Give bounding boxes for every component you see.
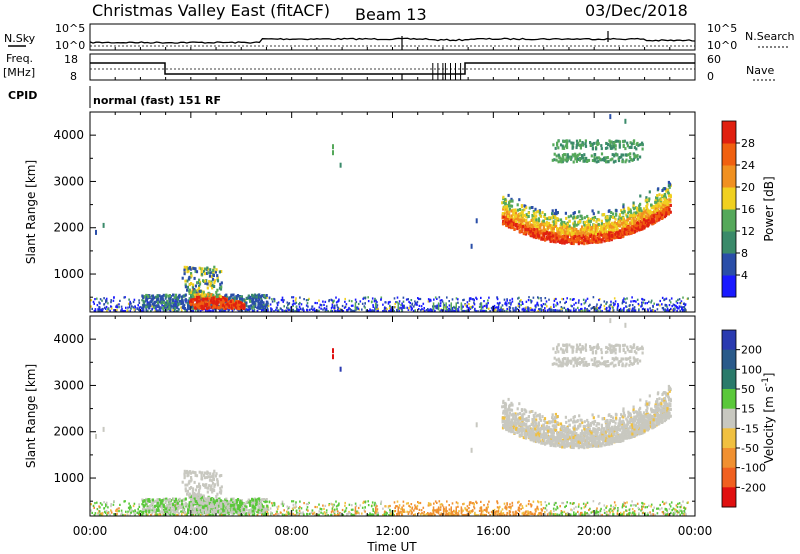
power-colorbar-tick: 12 <box>741 225 755 238</box>
y-tick-label: 2000 <box>53 425 84 439</box>
noise-tick-right-bottom: 10^0 <box>707 39 737 52</box>
velocity-colorbar-tick: -15 <box>741 422 759 435</box>
cpid-label: CPID <box>8 89 37 102</box>
x-tick-label: 08:00 <box>274 524 309 538</box>
y-tick-label: 4000 <box>53 128 84 142</box>
velocity-colorbar-swatch <box>722 389 736 410</box>
power-colorbar-swatch <box>722 253 736 276</box>
power-ylabel: Slant Range [km] <box>24 160 38 264</box>
power-colorbar-swatch <box>722 143 736 166</box>
nave-label: Nave <box>746 64 774 77</box>
nsky-label: N.Sky <box>4 32 36 45</box>
velocity-colorbar-tick: 200 <box>741 344 762 357</box>
power-colorbar-tick: 8 <box>741 247 748 260</box>
nsearch-label: N.Search <box>745 30 795 43</box>
x-tick-label: 00:00 <box>73 524 108 538</box>
power-colorbar-swatch <box>722 121 736 144</box>
velocity-colorbar-swatch <box>722 408 736 429</box>
velocity-colorbar-swatch <box>722 428 736 449</box>
velocity-axes-frame <box>89 315 696 517</box>
cpid-text: normal (fast) 151 RF <box>93 94 221 107</box>
y-tick-label: 3000 <box>53 174 84 188</box>
noise-tick-left-bottom: 10^0 <box>55 39 85 52</box>
velocity-colorbar-swatch <box>722 487 736 508</box>
power-colorbar-swatch <box>722 187 736 210</box>
frequency-panel: Freq. [MHz] 18 8 60 0 Nave <box>3 52 775 83</box>
velocity-colorbar-swatch <box>722 330 736 351</box>
noise-tick-left-top: 10^5 <box>55 22 85 35</box>
velocity-colorbar-label: Velocity [m s-1] <box>761 373 776 464</box>
power-colorbar: 4 8 12 16 20 24 28 Power [dB] <box>721 120 776 298</box>
x-tick-label: 16:00 <box>476 524 511 538</box>
velocity-colorbar-swatch <box>722 369 736 390</box>
beam-label: Beam 13 <box>355 5 427 24</box>
velocity-colorbar-tick: -50 <box>741 442 759 455</box>
y-tick-label: 1000 <box>53 471 84 485</box>
y-tick-label: 1000 <box>53 267 84 281</box>
y-tick-label: 4000 <box>53 332 84 346</box>
power-colorbar-swatch <box>722 209 736 232</box>
date-label: 03/Dec/2018 <box>585 1 688 20</box>
velocity-colorbar-tick: 50 <box>741 383 755 396</box>
power-colorbar-tick: 16 <box>741 203 755 216</box>
velocity-colorbar-tick: -100 <box>741 462 766 475</box>
nave-tick-bottom: 0 <box>707 70 714 83</box>
power-panel: 1000 2000 3000 4000 Slant Range [km] 4 8 12 16… <box>24 111 776 313</box>
power-axes-frame <box>89 111 696 313</box>
power-colorbar-tick: 20 <box>741 181 755 194</box>
freq-tick-bottom: 8 <box>70 70 77 83</box>
power-colorbar-swatch <box>722 231 736 254</box>
noise-tick-right-top: 10^5 <box>707 22 737 35</box>
velocity-colorbar-tick: -200 <box>741 481 766 494</box>
x-tick-label: 00:00 <box>678 524 713 538</box>
nave-tick-top: 60 <box>707 53 721 66</box>
x-tick-label: 20:00 <box>577 524 612 538</box>
noise-sky-line <box>89 37 696 44</box>
freq-label-1: Freq. <box>6 52 33 65</box>
velocity-colorbar-swatch <box>722 448 736 469</box>
frequency-line <box>90 62 695 75</box>
power-colorbar-tick: 4 <box>741 269 748 282</box>
power-colorbar-tick: 24 <box>741 159 755 172</box>
freq-tick-top: 18 <box>64 53 78 66</box>
freq-label-2: [MHz] <box>3 66 35 79</box>
x-tick-label: 04:00 <box>174 524 209 538</box>
velocity-colorbar-tick: 15 <box>741 403 755 416</box>
power-colorbar-tick: 28 <box>741 137 755 150</box>
velocity-colorbar: 200 100 50 15 -15 -50 -100 -200 Velocity [m s-1… <box>721 329 776 508</box>
power-colorbar-label: Power [dB] <box>762 176 776 241</box>
y-tick-label: 3000 <box>53 378 84 392</box>
y-tick-label: 2000 <box>53 221 84 235</box>
x-tick-label: 12:00 <box>375 524 410 538</box>
power-data-cells <box>90 114 689 313</box>
velocity-panel: 1000 2000 3000 4000 Slant Range [km] 200 100… <box>24 315 776 517</box>
velocity-ylabel: Slant Range [km] <box>24 364 38 468</box>
x-axis-label: Time UT <box>366 540 417 554</box>
power-colorbar-swatch <box>722 165 736 188</box>
velocity-colorbar-swatch <box>722 349 736 370</box>
velocity-colorbar-swatch <box>722 467 736 488</box>
station-title: Christmas Valley East (fitACF) <box>92 1 330 20</box>
velocity-colorbar-tick: 100 <box>741 363 762 376</box>
power-colorbar-swatch <box>722 275 736 298</box>
noise-panel: N.Sky 10^5 10^0 10^5 10^0 N.Search <box>4 22 795 52</box>
velocity-data-cells <box>90 318 689 517</box>
